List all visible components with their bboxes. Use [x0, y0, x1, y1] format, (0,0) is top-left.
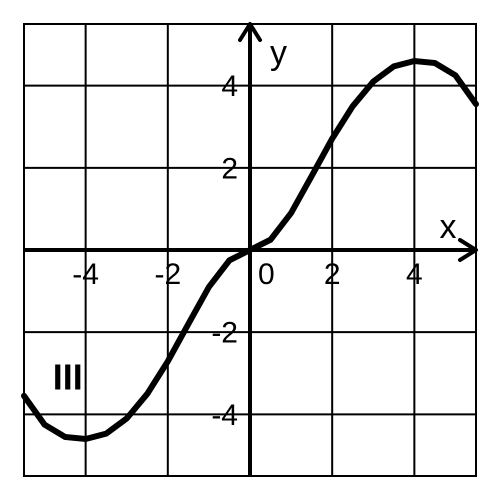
x-tick-label: -2	[154, 258, 181, 291]
panel-label: III	[53, 357, 83, 398]
sine-chart: -4-2024-4-224xyIII	[0, 0, 500, 500]
x-tick-label: 2	[324, 258, 341, 291]
x-axis-label: x	[440, 208, 457, 246]
y-axis-label: y	[270, 34, 287, 72]
y-tick-label: -2	[211, 317, 238, 350]
x-tick-label: 4	[406, 258, 423, 291]
x-tick-label: 0	[258, 258, 275, 291]
y-tick-label: 4	[221, 70, 238, 103]
y-tick-label: -4	[211, 399, 238, 432]
x-tick-label: -4	[72, 258, 99, 291]
chart-container: -4-2024-4-224xyIII	[0, 0, 500, 500]
y-tick-label: 2	[221, 152, 238, 185]
